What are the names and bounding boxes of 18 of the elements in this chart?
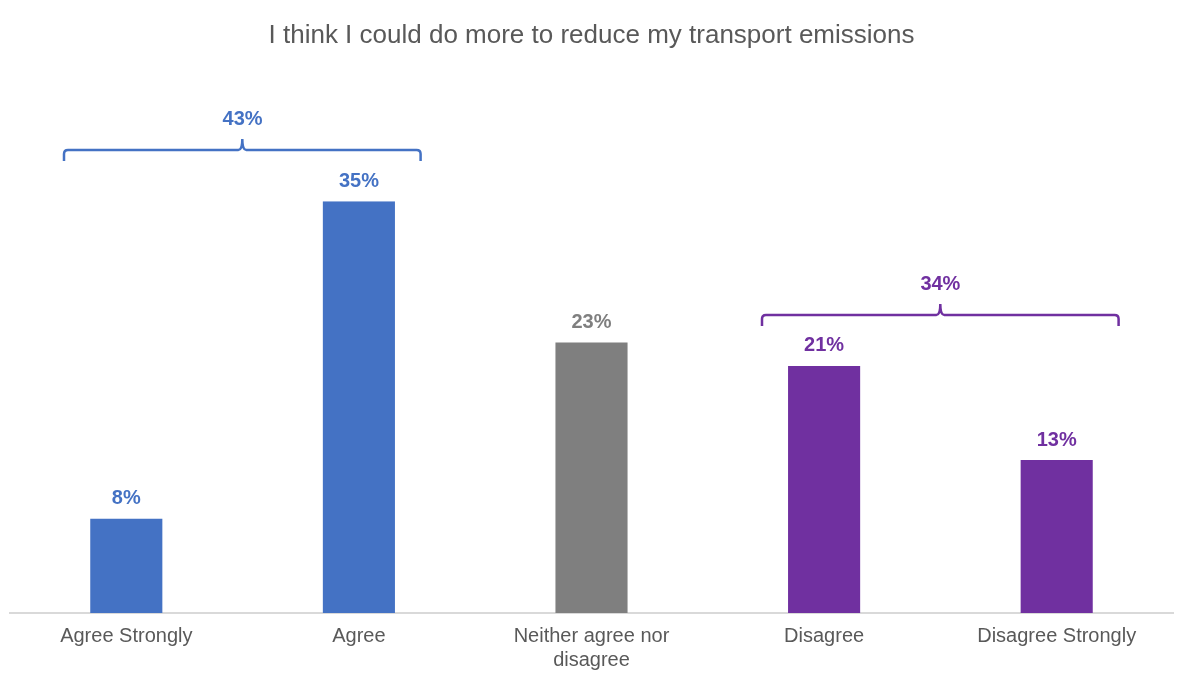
data-label: 13% bbox=[1036, 427, 1077, 450]
x-tick-label: Neither agree nor disagree bbox=[513, 623, 670, 670]
x-tick-label: Disagree Strongly bbox=[977, 623, 1137, 646]
data-label: 35% bbox=[338, 168, 380, 191]
annotation: 34% bbox=[920, 271, 961, 295]
x-tick-label: Disagree bbox=[784, 623, 865, 646]
data-label: 8% bbox=[111, 486, 141, 509]
bar bbox=[90, 518, 163, 613]
chart-title: I think I could do more to reduce my transport emissions bbox=[268, 18, 915, 49]
bar bbox=[555, 342, 628, 613]
x-tick-label: Agree bbox=[332, 623, 386, 646]
bar bbox=[322, 201, 395, 613]
data-label: 21% bbox=[804, 333, 845, 356]
bar bbox=[1020, 460, 1093, 613]
data-label: 23% bbox=[571, 309, 612, 332]
text: 43% bbox=[222, 107, 263, 131]
x-tick-label: Agree Strongly bbox=[60, 623, 193, 646]
bar bbox=[788, 365, 861, 613]
